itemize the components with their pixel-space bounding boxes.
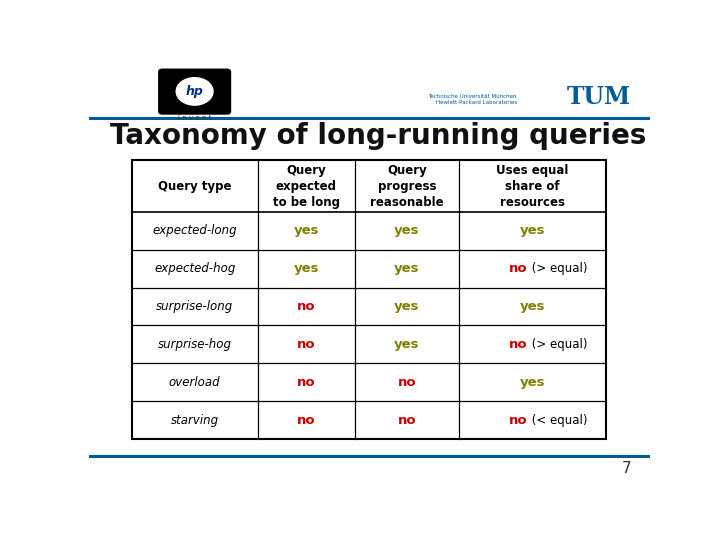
Text: no: no xyxy=(508,414,527,427)
Text: yes: yes xyxy=(520,300,545,313)
Text: Technische Universität München
Hewlett-Packard Laboratories: Technische Universität München Hewlett-P… xyxy=(428,93,517,105)
Text: hp: hp xyxy=(186,85,204,98)
Bar xyxy=(132,160,606,439)
Text: no: no xyxy=(508,262,527,275)
Text: no: no xyxy=(297,376,315,389)
Text: no: no xyxy=(297,300,315,313)
Text: starving: starving xyxy=(171,414,219,427)
Text: i n v e n t: i n v e n t xyxy=(178,114,211,121)
Text: no: no xyxy=(297,338,315,351)
Text: surprise-long: surprise-long xyxy=(156,300,233,313)
Text: no: no xyxy=(397,414,416,427)
Text: (< equal): (< equal) xyxy=(528,414,588,427)
Text: Taxonomy of long-running queries: Taxonomy of long-running queries xyxy=(109,123,646,150)
Text: 7: 7 xyxy=(621,461,631,476)
Text: (> equal): (> equal) xyxy=(528,338,588,351)
Text: no: no xyxy=(297,414,315,427)
Circle shape xyxy=(176,78,213,105)
FancyBboxPatch shape xyxy=(158,69,231,114)
Text: no: no xyxy=(397,376,416,389)
Text: surprise-hog: surprise-hog xyxy=(158,338,232,351)
Text: yes: yes xyxy=(520,376,545,389)
Text: Query type: Query type xyxy=(158,180,231,193)
Text: yes: yes xyxy=(520,225,545,238)
Text: yes: yes xyxy=(294,262,319,275)
Text: yes: yes xyxy=(394,300,420,313)
Text: expected-long: expected-long xyxy=(153,225,237,238)
Text: yes: yes xyxy=(394,225,420,238)
Text: Query
progress
reasonable: Query progress reasonable xyxy=(370,164,444,208)
Text: yes: yes xyxy=(394,262,420,275)
Text: yes: yes xyxy=(394,338,420,351)
Text: TUM: TUM xyxy=(567,85,631,109)
Text: yes: yes xyxy=(294,225,319,238)
Text: Uses equal
share of
resources: Uses equal share of resources xyxy=(497,164,569,208)
Text: overload: overload xyxy=(169,376,220,389)
Text: Query
expected
to be long: Query expected to be long xyxy=(273,164,340,208)
Text: expected-hog: expected-hog xyxy=(154,262,235,275)
Text: (> equal): (> equal) xyxy=(528,262,588,275)
Text: no: no xyxy=(508,338,527,351)
